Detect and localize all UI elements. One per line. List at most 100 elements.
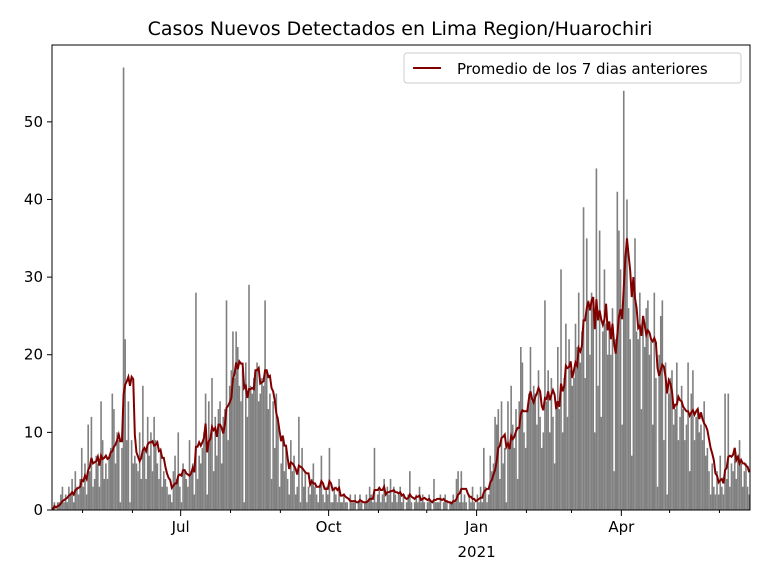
daily-case-bar <box>159 447 162 510</box>
daily-case-bar <box>161 486 163 510</box>
daily-case-bar <box>306 502 308 510</box>
daily-case-bar <box>528 393 530 510</box>
daily-case-bar <box>232 331 234 510</box>
daily-case-bar <box>647 300 649 510</box>
daily-case-bar <box>154 440 157 510</box>
daily-case-bar <box>743 471 746 510</box>
daily-case-bar <box>203 432 205 510</box>
daily-case-bar <box>573 378 575 510</box>
daily-case-bar <box>92 486 94 510</box>
daily-case-bar <box>594 432 596 510</box>
daily-case-bar <box>550 378 553 510</box>
daily-case-bar <box>198 455 200 510</box>
daily-case-bar <box>534 393 537 510</box>
daily-case-bar <box>257 401 260 510</box>
daily-case-bar <box>642 315 644 510</box>
daily-case-bar <box>420 502 422 510</box>
daily-case-bar <box>63 502 65 510</box>
daily-case-bar <box>230 370 233 510</box>
daily-case-bar <box>548 432 551 510</box>
daily-case-bar <box>637 339 640 510</box>
daily-case-bar <box>510 385 512 510</box>
daily-case-bar <box>68 486 70 510</box>
daily-case-bar <box>409 471 411 510</box>
daily-case-bar <box>298 416 300 510</box>
daily-case-bar <box>119 502 122 510</box>
daily-case-bar <box>402 494 405 510</box>
daily-case-bar <box>730 463 733 510</box>
daily-case-bar <box>444 494 447 510</box>
daily-case-bar <box>537 370 540 510</box>
daily-case-bar <box>598 230 601 510</box>
x-tick-label: Apr <box>608 518 635 536</box>
daily-case-bar <box>405 502 408 510</box>
daily-case-bar <box>746 486 749 510</box>
y-tick-label: 20 <box>24 346 43 364</box>
daily-case-bar <box>177 432 180 510</box>
daily-case-bar <box>495 424 498 510</box>
daily-case-bar <box>272 401 274 510</box>
y-tick-label: 30 <box>24 268 43 286</box>
daily-case-bar <box>503 447 506 510</box>
x-tick-year-label: 2021 <box>457 543 495 561</box>
daily-case-bar <box>357 502 360 510</box>
daily-case-bar <box>180 502 183 510</box>
daily-case-bar <box>153 416 155 510</box>
daily-case-bar <box>508 447 511 510</box>
daily-case-bar <box>735 478 738 510</box>
daily-case-bar <box>310 478 313 510</box>
daily-case-bar <box>532 385 535 510</box>
daily-case-bar <box>616 191 619 510</box>
daily-case-bar <box>669 378 672 510</box>
daily-case-bar <box>278 486 281 510</box>
daily-case-bar <box>269 393 271 510</box>
daily-case-bar <box>487 494 490 510</box>
daily-case-bar <box>106 478 109 510</box>
daily-case-bar <box>658 354 660 510</box>
daily-case-bar <box>513 447 516 510</box>
daily-case-bar <box>608 323 611 510</box>
daily-case-bar <box>233 378 236 510</box>
daily-case-bar <box>76 486 78 510</box>
daily-case-bar <box>663 440 665 510</box>
daily-case-bar <box>109 447 112 510</box>
daily-case-bar <box>632 284 635 510</box>
daily-case-bar <box>523 432 525 510</box>
daily-case-bar <box>449 502 451 510</box>
daily-case-bar <box>555 401 558 510</box>
daily-case-bar <box>312 463 315 510</box>
daily-case-bar <box>579 362 582 510</box>
daily-case-bar <box>741 486 744 510</box>
daily-case-bar <box>296 486 299 510</box>
daily-case-bar <box>156 463 159 510</box>
daily-case-bar <box>491 471 493 510</box>
daily-case-bar <box>280 463 282 510</box>
daily-case-bar <box>322 494 324 510</box>
daily-case-bar <box>394 494 397 510</box>
daily-case-bar <box>376 494 379 510</box>
daily-case-bar <box>327 494 329 510</box>
daily-case-bar <box>605 323 607 510</box>
daily-case-bar <box>235 331 237 510</box>
daily-case-bar <box>87 424 89 510</box>
daily-case-bar <box>389 478 392 510</box>
daily-case-bar <box>216 455 218 510</box>
daily-case-bar <box>581 331 583 510</box>
daily-case-bar <box>108 455 110 510</box>
y-tick-label: 10 <box>24 423 43 441</box>
daily-case-bar <box>151 471 154 510</box>
daily-case-bar <box>270 478 273 510</box>
daily-case-bar <box>677 440 680 510</box>
daily-case-bar <box>288 494 291 510</box>
daily-case-bar <box>82 486 85 510</box>
daily-case-bar <box>331 502 334 510</box>
daily-case-bar <box>624 261 627 510</box>
daily-case-bar <box>674 409 677 510</box>
daily-case-bar <box>150 432 152 510</box>
daily-case-bar <box>667 393 670 510</box>
daily-case-bar <box>553 463 556 510</box>
daily-case-bar <box>545 401 548 510</box>
daily-case-bar <box>536 424 538 510</box>
daily-case-bar <box>399 486 401 510</box>
